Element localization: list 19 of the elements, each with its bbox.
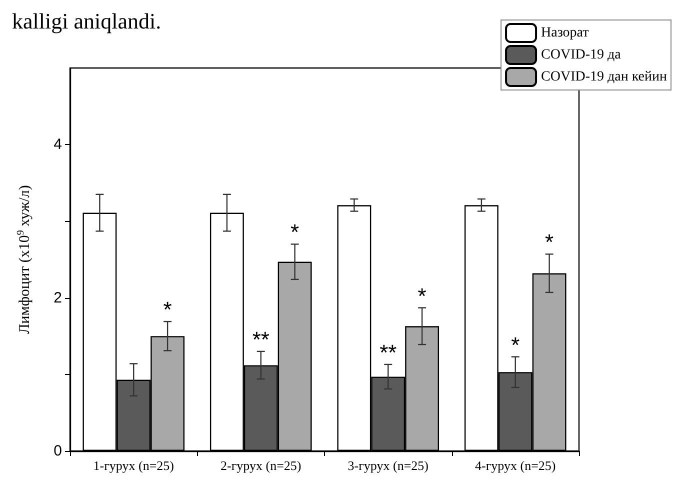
text: kalligi aniqlandi. bbox=[12, 8, 162, 34]
x-tick-label: 1-гурух (n=25) bbox=[93, 458, 174, 473]
x-tick-label: 4-гурух (n=25) bbox=[475, 458, 556, 473]
data-label: * bbox=[290, 220, 300, 245]
legend-label: COVID-19 дан кейин bbox=[541, 70, 668, 84]
y-tick-label: 2 bbox=[54, 289, 62, 306]
data-label: * bbox=[418, 283, 427, 308]
data-label: ** bbox=[380, 340, 398, 365]
data-label: ** bbox=[252, 326, 270, 352]
data-label: * bbox=[163, 297, 172, 322]
x-tick-label: 3-гурух (n=25) bbox=[348, 458, 428, 473]
legend-label: COVID-19 да bbox=[541, 48, 622, 62]
y-axis-title: Лимфоцит (х109 хуж/л) bbox=[16, 185, 33, 334]
y-tick-label: 4 bbox=[54, 136, 62, 154]
legend-label: Назорат bbox=[541, 26, 589, 40]
data-label: * bbox=[511, 332, 520, 358]
y-tick-label: 0 bbox=[54, 442, 62, 460]
data-label: * bbox=[545, 230, 554, 255]
x-tick-label: 2-гурух (n=25) bbox=[220, 458, 302, 473]
